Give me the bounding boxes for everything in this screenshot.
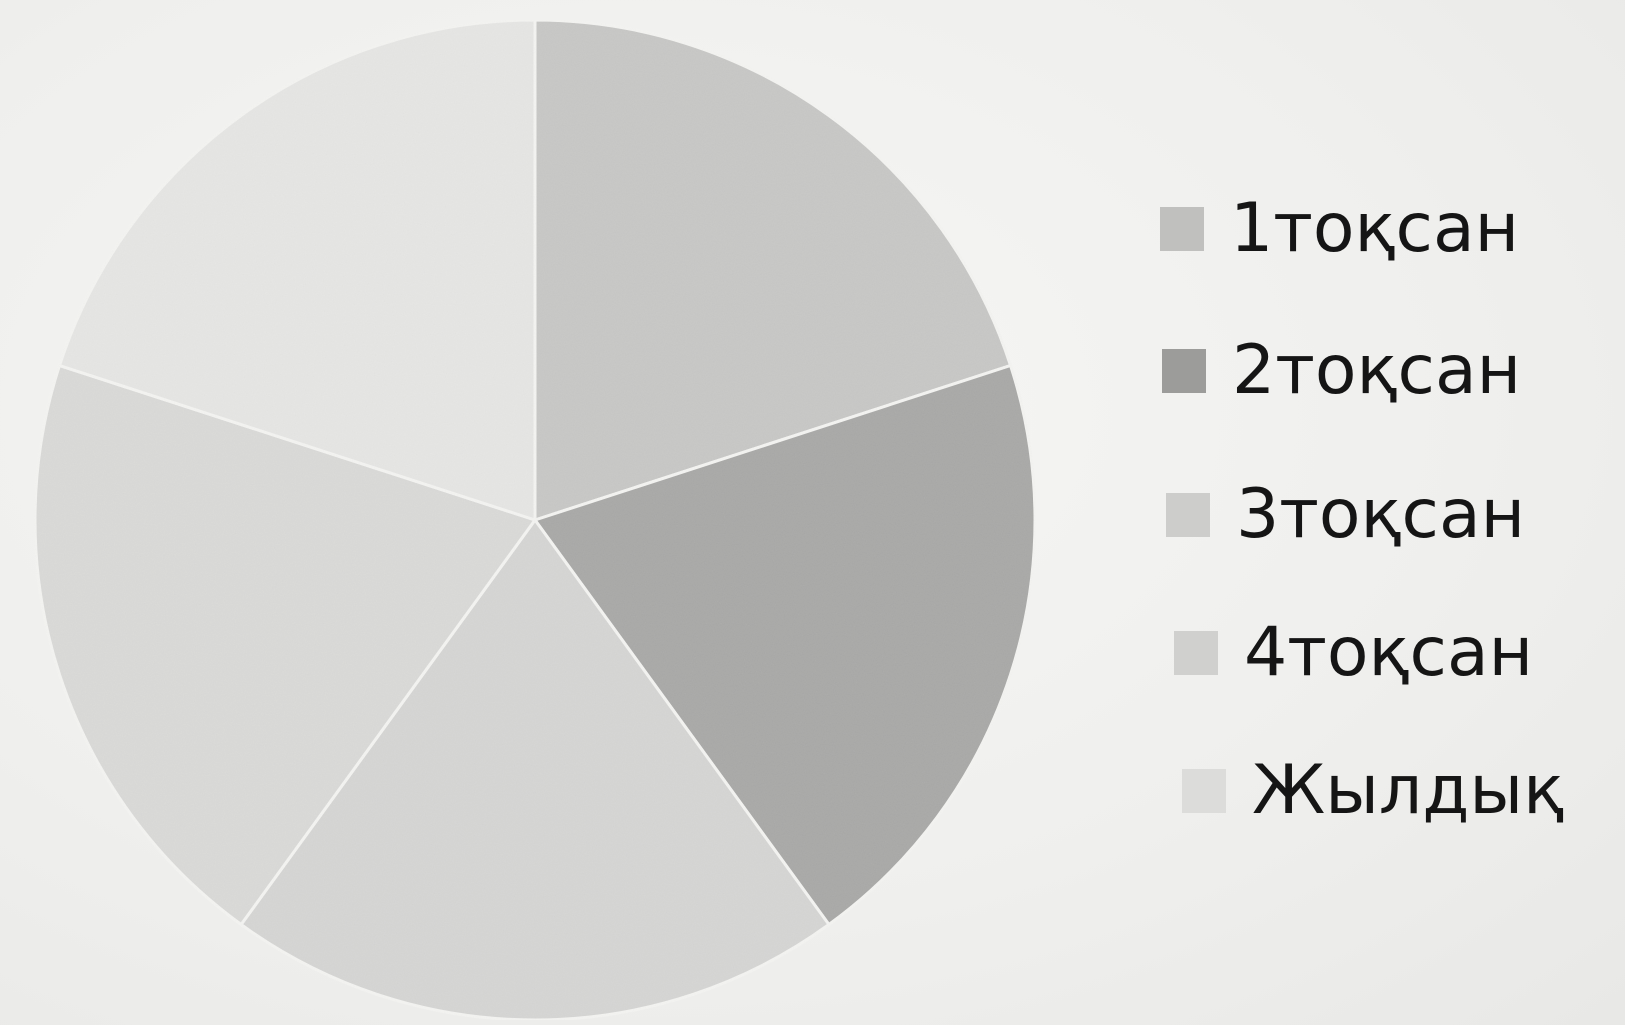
legend-item-2: 2тоқсан xyxy=(1162,337,1521,405)
legend-label-2: 2тоқсан xyxy=(1232,331,1522,410)
legend-swatch-4 xyxy=(1174,631,1218,675)
legend-item-3: 3тоқсан xyxy=(1166,481,1525,549)
pie-slice-2 xyxy=(532,363,1037,927)
legend-item-4: 4тоқсан xyxy=(1174,619,1533,687)
legend-item-1: 1тоқсан xyxy=(1160,195,1519,263)
pie-slice-3 xyxy=(239,517,831,1022)
legend-swatch-5 xyxy=(1182,769,1226,813)
legend-swatch-2 xyxy=(1162,349,1206,393)
pie-slice-4 xyxy=(33,363,538,927)
legend-swatch-1 xyxy=(1160,207,1204,251)
pie-slices xyxy=(33,18,1037,1022)
legend-swatch-3 xyxy=(1166,493,1210,537)
legend-label-4: 4тоқсан xyxy=(1244,613,1534,692)
legend-label-3: 3тоқсан xyxy=(1236,475,1526,554)
legend-label-1: 1тоқсан xyxy=(1230,189,1520,268)
legend-item-5: Жылдық xyxy=(1182,757,1564,825)
pie-slice-1 xyxy=(533,18,1013,523)
pie-slice-5 xyxy=(57,18,537,523)
legend-label-5: Жылдық xyxy=(1252,751,1565,830)
